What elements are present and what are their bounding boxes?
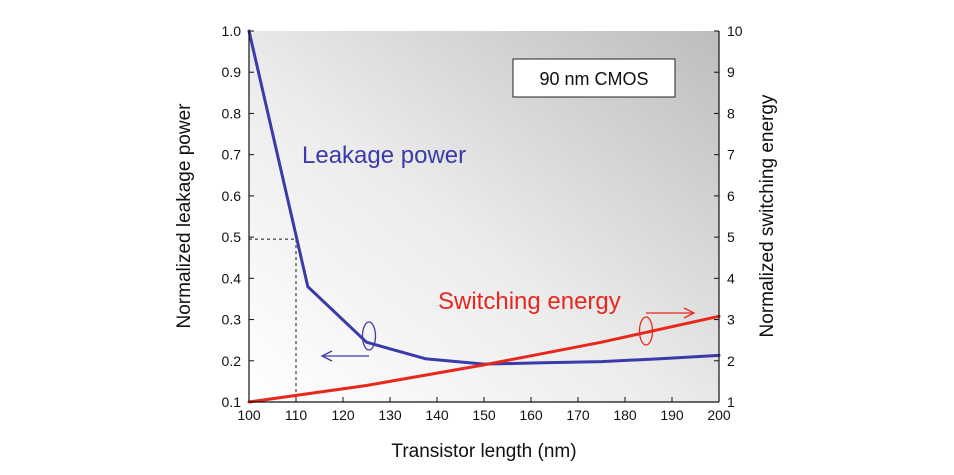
- x-tick-label: 170: [566, 407, 590, 423]
- x-tick-label: 160: [519, 407, 543, 423]
- y-left-tick-label: 1.0: [222, 23, 242, 39]
- leakage-series-label: Leakage power: [302, 142, 466, 169]
- x-tick-label: 120: [331, 407, 355, 423]
- y-right-tick-label: 9: [727, 64, 735, 80]
- y-right-tick-label: 8: [727, 105, 735, 121]
- y-right-tick-label: 10: [727, 23, 743, 39]
- cmos-badge: 90 nm CMOS: [512, 58, 676, 98]
- y-left-tick-label: 0.7: [222, 147, 242, 163]
- x-tick-label: 150: [472, 407, 496, 423]
- switching-axis-marker: [638, 307, 696, 346]
- y-right-tick-label: 5: [727, 229, 735, 245]
- y-left-tick-label: 0.4: [222, 270, 242, 286]
- x-tick-label: 200: [707, 407, 731, 423]
- cmos-badge-box: [512, 58, 676, 98]
- y-left-tick-label: 0.5: [222, 229, 242, 245]
- y-left-tick-label: 0.8: [222, 105, 242, 121]
- y-left-tick-label: 0.6: [222, 188, 242, 204]
- cmos-badge-text: 90 nm CMOS: [539, 69, 648, 89]
- y-right-tick-label: 3: [727, 312, 735, 328]
- switching-energy-line: [247, 314, 721, 404]
- reference-lines: [249, 238, 297, 402]
- series-layer: [247, 29, 721, 404]
- y-left-tick-label: 0.2: [222, 353, 242, 369]
- y-left-tick-label: 0.9: [222, 64, 242, 80]
- x-axis-title: Transistor length (nm): [391, 441, 576, 462]
- y-left-tick-label: 0.1: [222, 394, 242, 410]
- y-right-tick-label: 6: [727, 188, 735, 204]
- switching-series-label: Switching energy: [438, 288, 621, 315]
- y-right-tick-label: 4: [727, 270, 735, 286]
- x-tick-label: 140: [425, 407, 449, 423]
- x-tick-label: 110: [285, 407, 308, 423]
- left-axis-title: Normalized leakage power: [174, 103, 195, 329]
- leakage-axis-marker: [320, 321, 377, 362]
- right-axis-title: Normalized switching energy: [757, 94, 778, 337]
- x-tick-label: 180: [613, 407, 637, 423]
- x-tick-label: 190: [660, 407, 684, 423]
- y-right-tick-label: 1: [727, 394, 735, 410]
- y-right-tick-label: 7: [727, 147, 735, 163]
- y-right-tick-label: 2: [727, 353, 735, 369]
- ticks-layer: 100 110 120 130 140 150 160 170 180 190 2000.10.20…: [222, 23, 743, 423]
- x-tick-label: 100: [237, 407, 261, 423]
- x-tick-label: 130: [378, 407, 402, 423]
- y-left-tick-label: 0.3: [222, 312, 242, 328]
